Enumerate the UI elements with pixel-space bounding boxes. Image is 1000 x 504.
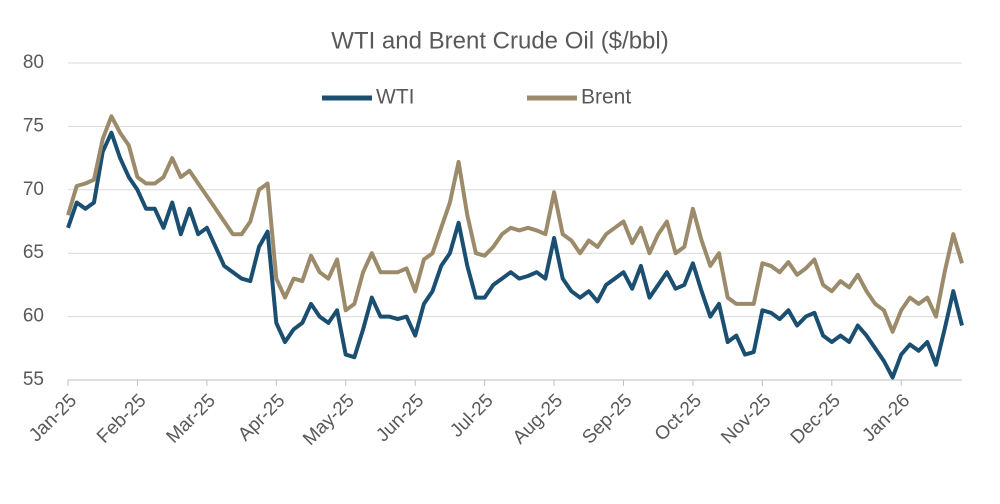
x-tick-label: Feb-25 bbox=[93, 390, 150, 447]
x-tick-label: Nov-25 bbox=[717, 390, 775, 448]
legend-label: WTI bbox=[376, 86, 414, 109]
y-tick-label: 65 bbox=[23, 242, 44, 263]
x-tick-label: Jun-25 bbox=[372, 390, 428, 446]
series-line bbox=[66, 130, 964, 380]
x-tick-label: Oct-25 bbox=[651, 390, 706, 445]
x-tick-label: Apr-25 bbox=[234, 390, 289, 445]
y-tick-label: 70 bbox=[23, 179, 44, 200]
series-line bbox=[66, 114, 964, 334]
x-tick-label: Sep-25 bbox=[578, 390, 636, 448]
chart-title: WTI and Brent Crude Oil ($/bbl) bbox=[331, 27, 668, 54]
x-tick-label: Aug-25 bbox=[509, 390, 567, 448]
x-tick-label: Dec-25 bbox=[787, 390, 845, 448]
y-tick-label: 60 bbox=[23, 306, 44, 327]
y-tick-label: 55 bbox=[23, 369, 44, 390]
legend-label: Brent bbox=[581, 86, 631, 109]
x-tick-label: Jan-26 bbox=[858, 390, 914, 446]
x-tick-label: Mar-25 bbox=[163, 390, 220, 447]
y-tick-label: 75 bbox=[23, 115, 44, 136]
x-tick-label: Jan-25 bbox=[25, 390, 81, 446]
y-tick-label: 80 bbox=[23, 52, 44, 73]
x-tick-label: Jul-25 bbox=[446, 390, 497, 441]
x-tick-label: May-25 bbox=[299, 390, 359, 450]
